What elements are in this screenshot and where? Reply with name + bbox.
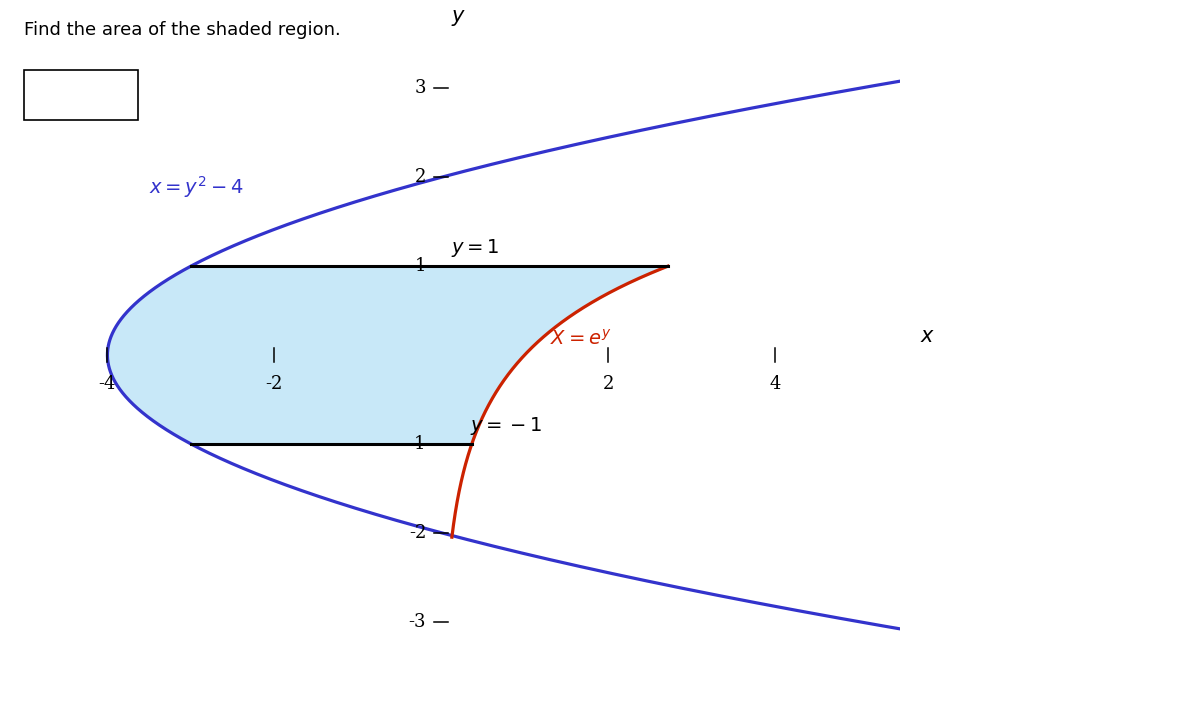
- Text: y: y: [451, 6, 463, 26]
- Text: $x = y^2 - 4$: $x = y^2 - 4$: [149, 174, 244, 200]
- Text: $X = e^y$: $X = e^y$: [550, 329, 611, 349]
- Text: Find the area of the shaded region.: Find the area of the shaded region.: [24, 21, 341, 39]
- Text: 3: 3: [415, 79, 426, 98]
- Text: 2: 2: [415, 168, 426, 186]
- Text: -4: -4: [98, 375, 116, 392]
- Text: 2: 2: [602, 375, 613, 392]
- Text: -1: -1: [409, 435, 426, 453]
- Text: $y = -1$: $y = -1$: [470, 415, 542, 437]
- Text: 4: 4: [769, 375, 780, 392]
- Text: -2: -2: [409, 524, 426, 542]
- Text: $y = 1$: $y = 1$: [451, 237, 499, 259]
- Text: -3: -3: [409, 612, 426, 631]
- Text: 1: 1: [415, 257, 426, 275]
- Text: x: x: [920, 326, 934, 346]
- Text: -2: -2: [265, 375, 283, 392]
